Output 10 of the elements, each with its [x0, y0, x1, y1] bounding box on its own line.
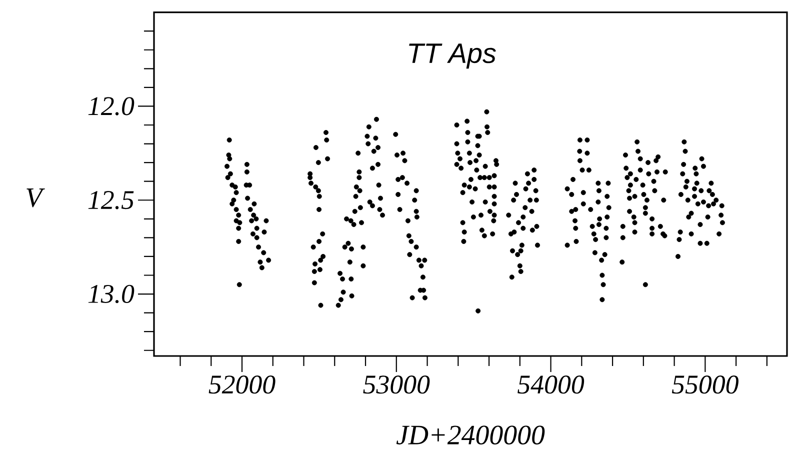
x-tick-label: 55000: [672, 376, 738, 394]
y-tick-label: 12.5: [88, 191, 134, 210]
x-tick-label: 54000: [518, 376, 584, 394]
y-tick-label: 12.0: [88, 97, 134, 116]
y-tick-label: 13.0: [88, 284, 134, 304]
y-axis-title: V: [26, 188, 45, 208]
x-tick-label: 53000: [363, 376, 430, 394]
x-tick-label: 52000: [208, 376, 276, 394]
text: TT Aps: [409, 44, 496, 69]
x-axis-title: JD+2400000: [396, 426, 545, 444]
